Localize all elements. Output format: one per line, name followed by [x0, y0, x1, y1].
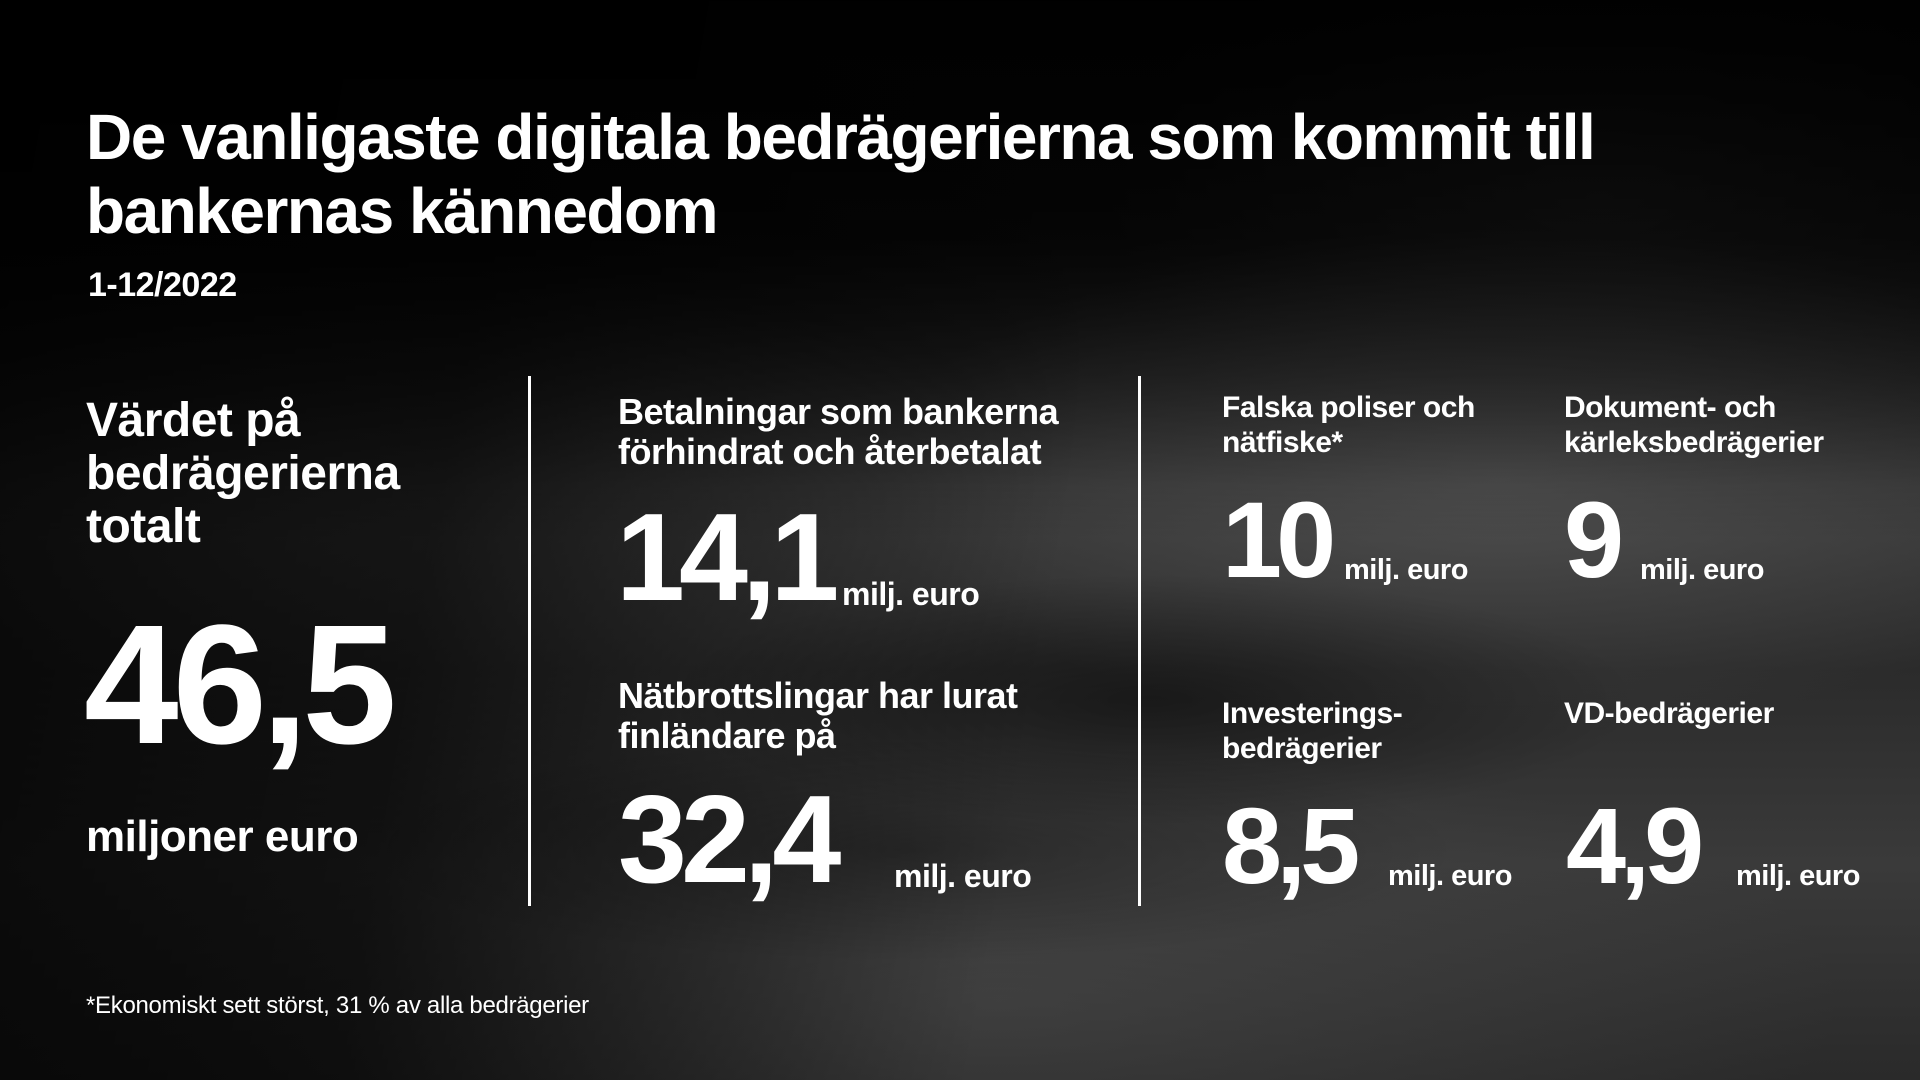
category-value-investment: 8,5	[1222, 785, 1360, 906]
prevented-unit: milj. euro	[842, 576, 980, 612]
category-label-investment: Investerings-bedrägerier	[1222, 697, 1403, 765]
category-unit-investment: milj. euro	[1388, 860, 1512, 892]
category-label-phishing: Falska poliser och nätfiske*	[1222, 391, 1475, 459]
total-value: 46,5	[84, 590, 397, 780]
divider-left	[528, 376, 531, 906]
category-value-document-romance: 9	[1564, 479, 1624, 600]
divider-right	[1138, 376, 1141, 906]
footnote: *Ekonomiskt sett störst, 31 % av alla be…	[86, 992, 589, 1019]
category-value-ceo: 4,9	[1566, 785, 1704, 906]
category-value-phishing: 10	[1222, 479, 1336, 600]
period-label: 1-12/2022	[88, 266, 237, 304]
defrauded-label: Nätbrottslingar har lurat finländare på	[618, 675, 1018, 756]
category-label-ceo: VD-bedrägerier	[1564, 697, 1774, 730]
prevented-value: 14,1	[616, 489, 839, 627]
total-unit: miljoner euro	[86, 812, 359, 861]
total-label: Värdet på bedrägerierna totalt	[86, 394, 400, 553]
page-title: De vanligaste digitala bedrägerierna som…	[86, 101, 1596, 247]
defrauded-value: 32,4	[618, 771, 841, 909]
category-label-document-romance: Dokument- och kärleksbedrägerier	[1564, 391, 1824, 459]
category-unit-document-romance: milj. euro	[1640, 554, 1764, 586]
category-unit-ceo: milj. euro	[1736, 860, 1860, 892]
category-unit-phishing: milj. euro	[1344, 554, 1468, 586]
defrauded-unit: milj. euro	[894, 858, 1032, 894]
prevented-label: Betalningar som bankerna förhindrat och …	[618, 391, 1059, 472]
